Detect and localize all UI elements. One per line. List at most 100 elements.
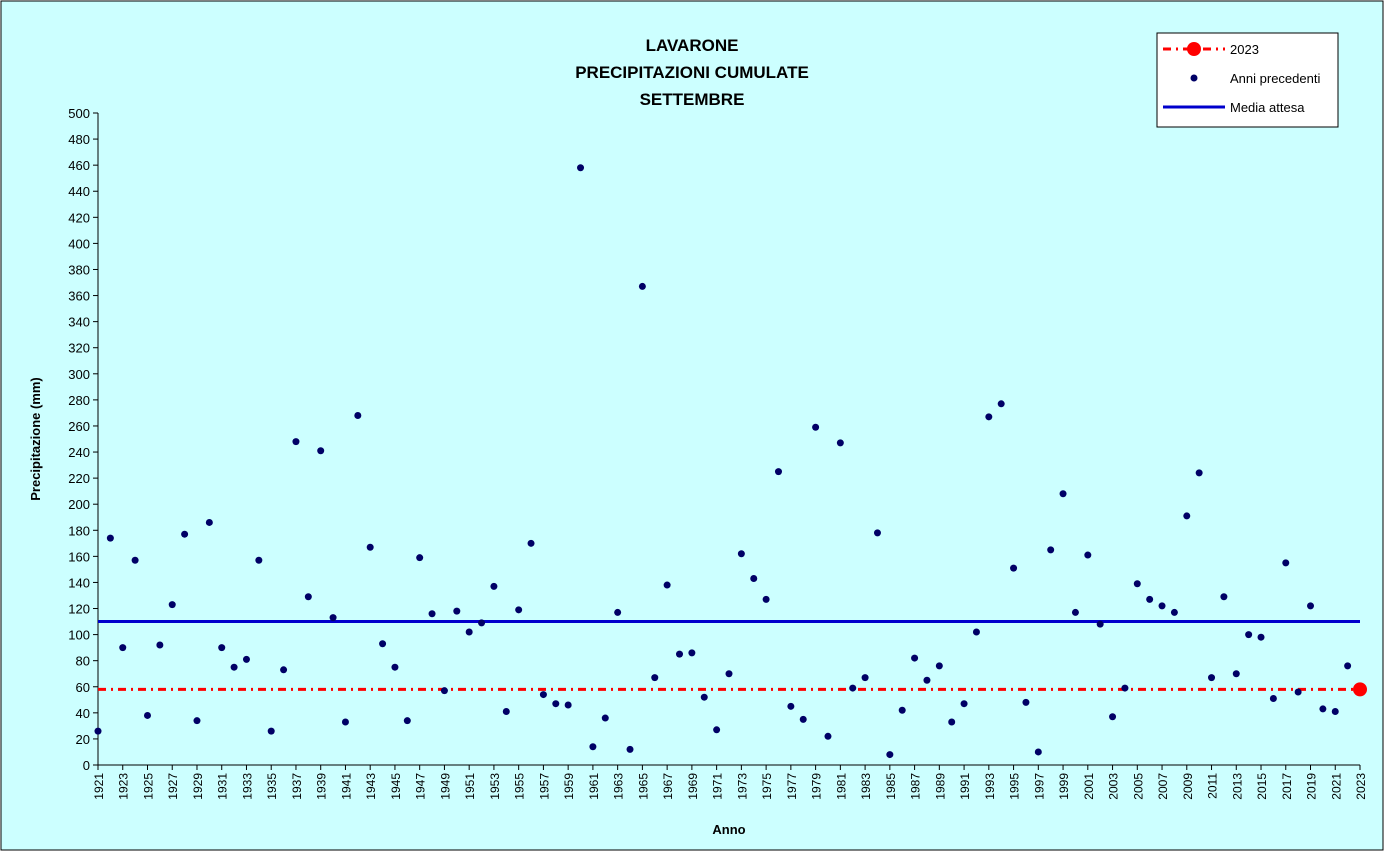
x-tick-label: 1941	[339, 773, 353, 800]
point	[577, 164, 585, 172]
point	[292, 438, 300, 446]
point	[1220, 593, 1228, 601]
point	[391, 663, 399, 671]
x-tick-label: 2003	[1107, 773, 1121, 800]
point	[1232, 670, 1240, 678]
y-tick-label: 160	[68, 549, 90, 564]
point	[539, 691, 547, 699]
point	[465, 628, 473, 636]
point	[94, 727, 102, 735]
point	[589, 743, 597, 751]
x-tick-label: 2023	[1354, 773, 1368, 800]
point	[119, 644, 127, 652]
point	[923, 676, 931, 684]
x-tick-label: 1935	[265, 773, 279, 800]
legend-label: 2023	[1230, 42, 1259, 57]
x-tick-label: 1951	[463, 773, 477, 800]
legend-label: Media attesa	[1230, 100, 1305, 115]
point	[1158, 602, 1166, 610]
y-tick-label: 60	[76, 680, 90, 695]
point	[527, 539, 535, 547]
x-tick-label: 1997	[1032, 773, 1046, 800]
x-tick-label: 1965	[636, 773, 650, 800]
chart-title: SETTEMBRE	[640, 90, 745, 109]
x-tick-label: 1999	[1057, 773, 1071, 800]
point	[688, 649, 696, 657]
chart-title: LAVARONE	[646, 36, 739, 55]
point	[1109, 713, 1117, 721]
y-tick-label: 120	[68, 602, 90, 617]
point	[1146, 595, 1154, 603]
point	[737, 550, 745, 558]
x-tick-label: 1923	[117, 773, 131, 800]
x-tick-label: 1983	[859, 773, 873, 800]
x-tick-label: 2019	[1305, 773, 1319, 800]
point	[242, 655, 250, 663]
x-tick-label: 1967	[661, 773, 675, 800]
x-tick-label: 1977	[785, 773, 799, 800]
x-tick-label: 2011	[1206, 773, 1220, 799]
x-tick-label: 1971	[711, 773, 725, 800]
point	[1010, 564, 1018, 572]
point	[354, 412, 362, 420]
point	[280, 666, 288, 674]
x-tick-label: 2017	[1280, 773, 1294, 800]
point	[886, 751, 894, 759]
x-tick-label: 1937	[290, 773, 304, 800]
x-tick-label: 1927	[166, 773, 180, 800]
y-tick-label: 0	[83, 758, 90, 773]
point	[1084, 551, 1092, 559]
point	[836, 439, 844, 447]
point	[168, 601, 176, 609]
point	[1059, 490, 1067, 498]
point	[1022, 698, 1030, 706]
legend-label: Anni precedenti	[1230, 71, 1320, 86]
x-tick-label: 2021	[1329, 773, 1343, 800]
point	[676, 650, 684, 658]
x-tick-label: 1989	[933, 773, 947, 800]
current-year-point	[1353, 682, 1367, 697]
y-tick-label: 440	[68, 184, 90, 199]
point	[317, 447, 325, 455]
point	[1319, 705, 1327, 713]
point	[366, 543, 374, 551]
point	[341, 718, 349, 726]
point	[700, 693, 708, 701]
y-tick-label: 20	[76, 732, 90, 747]
point	[849, 684, 857, 692]
x-tick-label: 1987	[909, 773, 923, 800]
y-tick-label: 280	[68, 393, 90, 408]
y-tick-label: 460	[68, 158, 90, 173]
y-axis-label: Precipitazione (mm)	[28, 377, 43, 501]
point	[985, 413, 993, 421]
point	[824, 732, 832, 740]
legend-swatch	[1190, 74, 1198, 82]
point	[552, 700, 560, 708]
x-tick-label: 1931	[216, 773, 230, 800]
point	[1096, 620, 1104, 628]
point	[440, 687, 448, 695]
point	[181, 530, 189, 538]
point	[638, 282, 646, 290]
x-tick-label: 1957	[537, 773, 551, 800]
x-tick-label: 1929	[191, 773, 205, 800]
x-tick-label: 1959	[562, 773, 576, 800]
point	[960, 700, 968, 708]
x-tick-label: 2009	[1181, 773, 1195, 800]
chart-title: PRECIPITAZIONI CUMULATE	[575, 63, 809, 82]
point	[1269, 694, 1277, 702]
point	[428, 610, 436, 618]
y-tick-label: 100	[68, 628, 90, 643]
y-tick-label: 380	[68, 262, 90, 277]
point	[143, 711, 151, 719]
y-tick-label: 360	[68, 289, 90, 304]
x-tick-label: 1949	[438, 773, 452, 800]
point	[1034, 748, 1042, 756]
x-tick-label: 1955	[513, 773, 527, 800]
x-tick-label: 1963	[612, 773, 626, 800]
x-tick-label: 1973	[735, 773, 749, 800]
y-tick-label: 40	[76, 706, 90, 721]
x-tick-label: 1933	[240, 773, 254, 800]
point	[774, 468, 782, 476]
